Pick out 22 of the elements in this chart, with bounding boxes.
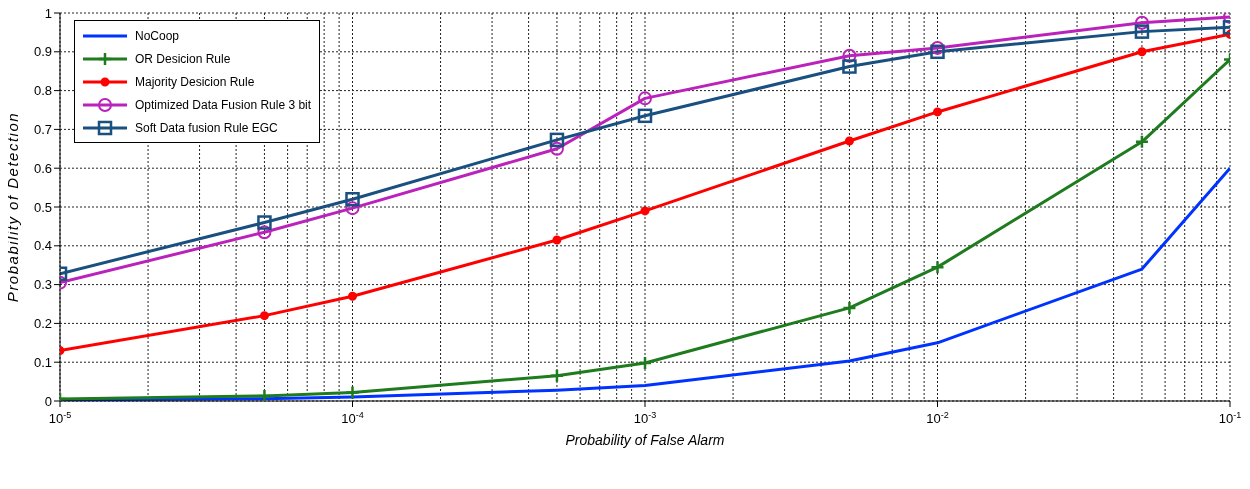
legend-label: OR Desicion Rule — [135, 51, 231, 66]
x-tick-label: 10$^{-3}$ — [633, 410, 657, 426]
x-axis-title: Probability of False Alarm — [565, 432, 725, 448]
y-tick-label: 0.6 — [33, 160, 52, 176]
legend-label: Optimized Data Fusion Rule 3 bit — [135, 97, 312, 112]
y-tick-label: 0.5 — [33, 199, 52, 215]
y-tick-label: 0.7 — [33, 122, 52, 138]
y-tick-label: 0.3 — [33, 277, 52, 293]
y-tick-label: 0.2 — [33, 316, 52, 332]
y-tick-label: 1 — [44, 5, 52, 21]
y-tick-label: 0.1 — [33, 354, 52, 370]
legend-label: Soft Data fusion Rule EGC — [135, 120, 278, 135]
x-tick-label: 10$^{-5}$ — [48, 410, 72, 426]
y-tick-label: 0 — [44, 393, 52, 409]
y-tick-label: 0.8 — [33, 83, 52, 99]
y-tick-label: 0.4 — [33, 238, 52, 254]
y-tick-label: 0.9 — [33, 44, 52, 60]
x-tick-label: 10$^{-2}$ — [926, 410, 949, 426]
legend-label: NoCoop — [135, 28, 180, 43]
legend-label: Majority Desicion Rule — [135, 74, 255, 89]
x-tick-label: 10$^{-4}$ — [341, 410, 364, 426]
x-tick-label: 10$^{-1}$ — [1218, 410, 1242, 426]
